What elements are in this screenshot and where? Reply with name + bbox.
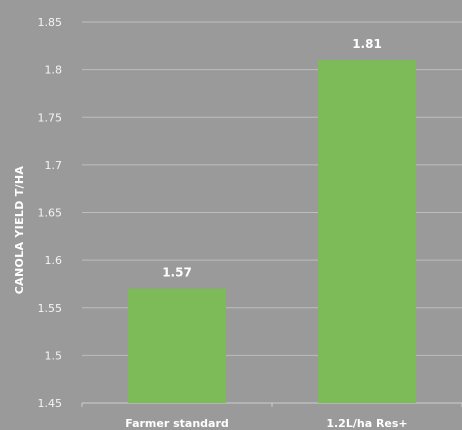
bars — [128, 60, 416, 403]
x-category-label: 1.2L/ha Res+ — [326, 417, 407, 430]
y-tick-label: 1.65 — [38, 207, 63, 220]
x-axis-categories: Farmer standard 1.2L/ha Res+ — [125, 417, 407, 430]
y-tick-label: 1.5 — [45, 349, 63, 362]
y-tick-label: 1.85 — [38, 16, 63, 29]
y-tick-label: 1.6 — [45, 254, 63, 267]
data-label: 1.57 — [162, 266, 192, 280]
data-labels: 1.57 1.81 — [162, 37, 382, 280]
y-tick-label: 1.75 — [38, 111, 63, 124]
bar — [128, 288, 226, 403]
x-category-label: Farmer standard — [125, 417, 229, 430]
y-tick-label: 1.7 — [45, 159, 63, 172]
y-tick-label: 1.8 — [45, 64, 63, 77]
data-label: 1.81 — [352, 37, 382, 51]
y-tick-label: 1.45 — [38, 397, 63, 410]
y-axis-ticks: 1.45 1.5 1.55 1.6 1.65 1.7 1.75 1.8 1.85 — [38, 16, 63, 410]
y-tick-label: 1.55 — [38, 302, 63, 315]
bar — [318, 60, 416, 403]
y-axis-label: CANOLA YIELD T/HA — [13, 166, 26, 295]
